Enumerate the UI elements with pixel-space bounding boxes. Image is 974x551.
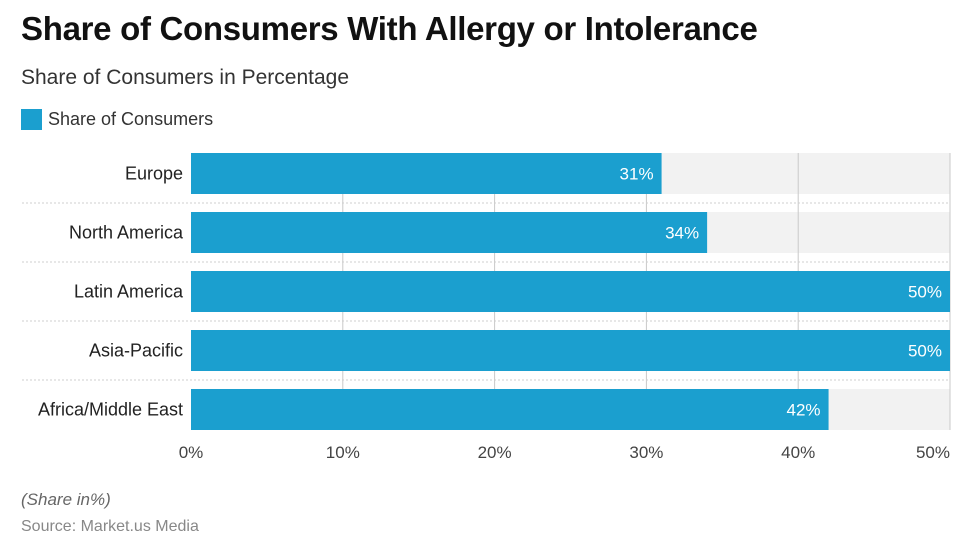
category-label: Asia-Pacific xyxy=(89,341,183,361)
legend-swatch xyxy=(21,109,42,130)
x-tick-label: 20% xyxy=(478,443,512,462)
data-label: 50% xyxy=(908,342,942,361)
bar xyxy=(191,389,829,430)
x-tick-label: 10% xyxy=(326,443,360,462)
legend: Share of Consumers xyxy=(21,109,213,130)
bar xyxy=(191,212,708,253)
category-label: Latin America xyxy=(74,282,184,302)
x-tick-label: 0% xyxy=(179,443,204,462)
category-label: Europe xyxy=(125,164,183,184)
bar xyxy=(191,153,662,194)
data-label: 42% xyxy=(787,401,821,420)
x-tick-label: 50% xyxy=(916,443,950,462)
chart-subtitle: Share of Consumers in Percentage xyxy=(21,66,350,89)
chart-note: (Share in%) xyxy=(21,490,111,509)
category-label: Africa/Middle East xyxy=(38,400,183,420)
bar xyxy=(191,271,950,312)
chart-source: Source: Market.us Media xyxy=(21,518,199,535)
data-label: 34% xyxy=(665,224,699,243)
data-label: 50% xyxy=(908,283,942,302)
legend-label: Share of Consumers xyxy=(48,109,214,129)
chart-title: Share of Consumers With Allergy or Intol… xyxy=(21,10,758,47)
bar xyxy=(191,330,950,371)
x-tick-label: 30% xyxy=(629,443,663,462)
category-label: North America xyxy=(69,223,184,243)
x-tick-label: 40% xyxy=(781,443,815,462)
data-label: 31% xyxy=(620,165,654,184)
